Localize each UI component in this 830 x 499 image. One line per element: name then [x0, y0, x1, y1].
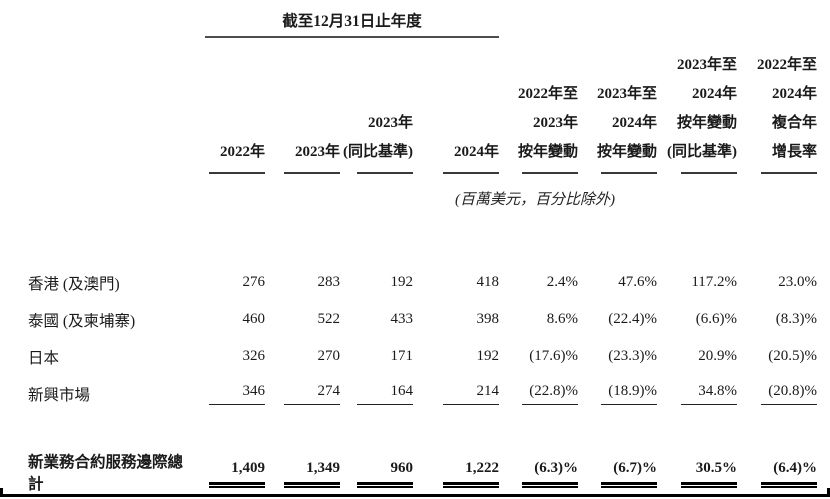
header-rule	[761, 172, 818, 174]
value-cell: 270	[317, 348, 341, 364]
total-value-cell: 1,222	[443, 460, 500, 488]
table-row-hong-kong: 香港 (及澳門) 276 283 192 418 2.4% 47.6% 117.…	[0, 264, 817, 301]
value-cell: 192	[476, 348, 500, 364]
spacer-row	[0, 412, 817, 450]
column-header-yoy-2022-2023: 2022年至 2023年 按年變動	[518, 86, 579, 160]
value-cell: 23.0%	[778, 274, 818, 290]
total-value-cell: 1,349	[284, 460, 340, 488]
total-row: 新業務合約服務邊際總計 1,409 1,349 960 1,222 (6.3)%…	[0, 450, 818, 494]
value-cell: 171	[390, 348, 414, 364]
value-cell: 326	[242, 348, 266, 364]
column-header-row: 2022年 2023年 2023年 (同比基準) 2024年 2022年至 20…	[0, 38, 818, 174]
value-cell: (17.6)%	[529, 348, 579, 364]
total-row-label: 新業務合約服務邊際總計	[28, 454, 184, 493]
value-cell: 214	[443, 383, 500, 405]
value-cell: 418	[476, 274, 500, 290]
period-span-row: 截至12月31日止年度	[0, 0, 817, 38]
period-span-header: 截至12月31日止年度	[205, 9, 500, 38]
value-cell: 47.6%	[618, 274, 658, 290]
value-cell: 117.2%	[691, 274, 738, 290]
value-cell: 8.6%	[546, 311, 579, 327]
header-rule	[522, 172, 579, 174]
spacer-row	[0, 218, 817, 264]
value-cell: 522	[317, 311, 341, 327]
header-rule	[443, 172, 500, 174]
column-header-yoy-2023-2024: 2023年至 2024年 按年變動	[597, 86, 658, 160]
page-bottom-rule	[0, 488, 830, 497]
header-rule	[357, 172, 413, 174]
total-value-cell: (6.7)%	[601, 460, 658, 488]
row-label: 香港 (及澳門)	[28, 275, 120, 293]
total-value-cell: (6.3)%	[522, 460, 579, 488]
column-header-2023-like-basis: 2023年 (同比基準)	[343, 115, 413, 160]
value-cell: (20.8)%	[761, 383, 818, 405]
value-cell: (22.4)%	[608, 311, 658, 327]
table-row-emerging-markets: 新興市場 346 274 164 214 (22.8)% (18.9)% 34.…	[0, 375, 818, 412]
column-header-2023: 2023年	[294, 144, 340, 160]
header-rule	[284, 172, 340, 174]
header-rule	[209, 172, 265, 174]
unit-note-row: (百萬美元，百分比除外)	[0, 174, 817, 218]
total-value-cell: 960	[357, 460, 413, 488]
table-row-thailand: 泰國 (及柬埔寨) 460 522 433 398 8.6% (22.4)% (…	[0, 301, 817, 338]
value-cell: 274	[284, 383, 340, 405]
value-cell: (22.8)%	[522, 383, 579, 405]
value-cell: 20.9%	[698, 348, 738, 364]
column-header-cagr-2022-2024: 2022年至 2024年 複合年 增長率	[757, 57, 818, 160]
value-cell: (18.9)%	[601, 383, 658, 405]
row-label: 日本	[28, 349, 60, 367]
total-value-cell: 1,409	[209, 460, 265, 488]
column-header-yoy-like-basis: 2023年至 2024年 按年變動 (同比基準)	[667, 57, 738, 160]
value-cell: 346	[209, 383, 265, 405]
column-header-2022: 2022年	[219, 144, 265, 160]
value-cell: 164	[357, 383, 413, 405]
value-cell: 34.8%	[681, 383, 738, 405]
header-rule	[681, 172, 738, 174]
value-cell: (6.6)%	[695, 311, 738, 327]
new-business-csm-table: 截至12月31日止年度 2022年 2023年 2023年 (同比基準) 202…	[0, 0, 818, 494]
header-rule	[601, 172, 658, 174]
column-header-2024: 2024年	[454, 144, 500, 160]
row-label: 新興市場	[28, 386, 91, 404]
table-row-japan: 日本 326 270 171 192 (17.6)% (23.3)% 20.9%…	[0, 338, 817, 375]
value-cell: 192	[390, 274, 414, 290]
total-value-cell: 30.5%	[681, 460, 738, 488]
value-cell: 398	[476, 311, 500, 327]
value-cell: (23.3)%	[608, 348, 658, 364]
value-cell: 276	[242, 274, 266, 290]
total-value-cell: (6.4)%	[761, 460, 818, 488]
value-cell: 2.4%	[546, 274, 579, 290]
row-label: 泰國 (及柬埔寨)	[28, 312, 136, 330]
value-cell: (20.5)%	[768, 348, 818, 364]
value-cell: 433	[390, 311, 414, 327]
value-cell: 460	[242, 311, 266, 327]
value-cell: (8.3)%	[775, 311, 818, 327]
value-cell: 283	[317, 274, 341, 290]
unit-note: (百萬美元，百分比除外)	[455, 192, 615, 208]
